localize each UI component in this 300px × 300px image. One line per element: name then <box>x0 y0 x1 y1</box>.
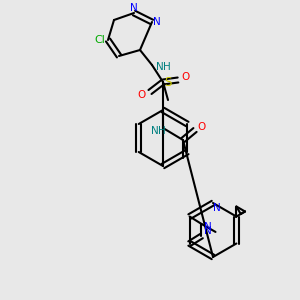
Text: O: O <box>138 90 146 100</box>
Text: N: N <box>204 222 212 232</box>
Text: O: O <box>182 72 190 82</box>
Text: H: H <box>158 126 166 136</box>
Text: S: S <box>164 76 172 88</box>
Text: N: N <box>204 226 212 236</box>
Text: H: H <box>163 62 171 72</box>
Text: N: N <box>151 126 159 136</box>
Text: N: N <box>153 17 161 27</box>
Text: N: N <box>130 3 138 13</box>
Text: N: N <box>213 203 221 213</box>
Text: Cl: Cl <box>94 35 105 45</box>
Text: O: O <box>198 122 206 132</box>
Text: N: N <box>156 62 164 72</box>
